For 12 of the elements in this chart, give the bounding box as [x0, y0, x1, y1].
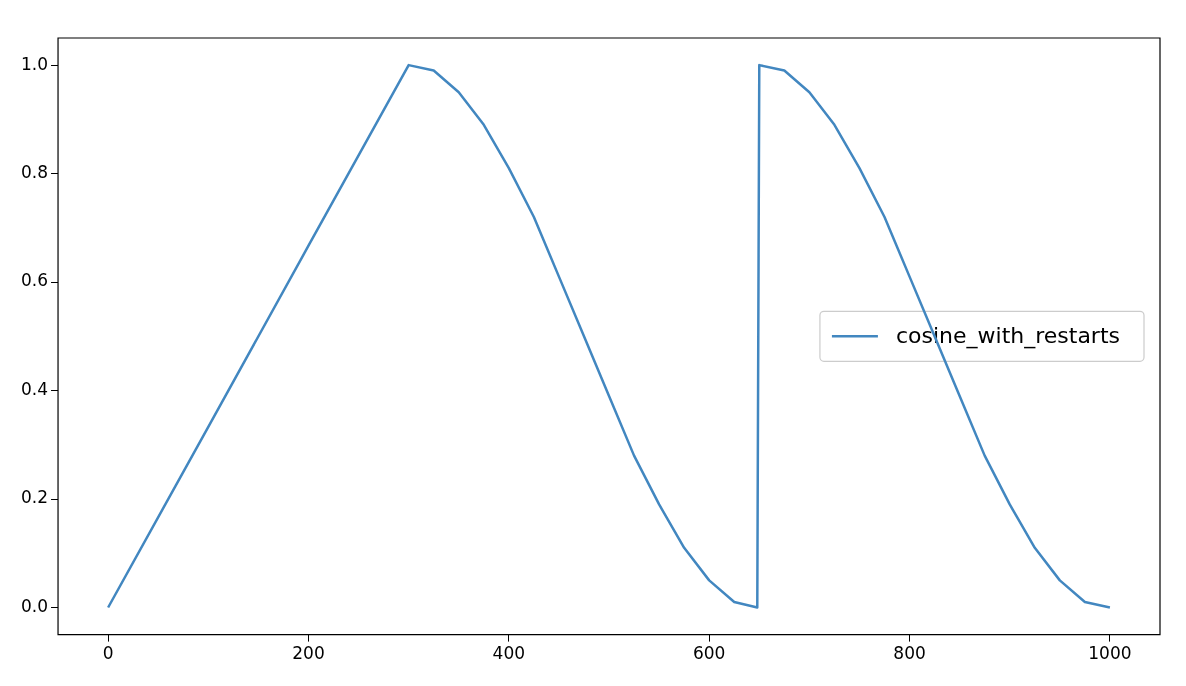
- x-tick-label: 800: [893, 643, 926, 664]
- y-tick-label: 0.0: [20, 595, 49, 616]
- x-tick-label: 0: [102, 643, 114, 664]
- y-tick-label: 1.0: [20, 53, 49, 74]
- y-tick-label: 0.6: [20, 270, 49, 291]
- y-tick-label: 0.8: [20, 162, 49, 183]
- x-tick-label: 1000: [1088, 643, 1132, 664]
- y-tick-label: 0.4: [20, 378, 49, 399]
- y-tick-label: 0.2: [20, 487, 49, 508]
- x-tick-label: 200: [292, 643, 325, 664]
- x-tick-label: 400: [492, 643, 526, 664]
- x-tick-label: 600: [692, 643, 726, 664]
